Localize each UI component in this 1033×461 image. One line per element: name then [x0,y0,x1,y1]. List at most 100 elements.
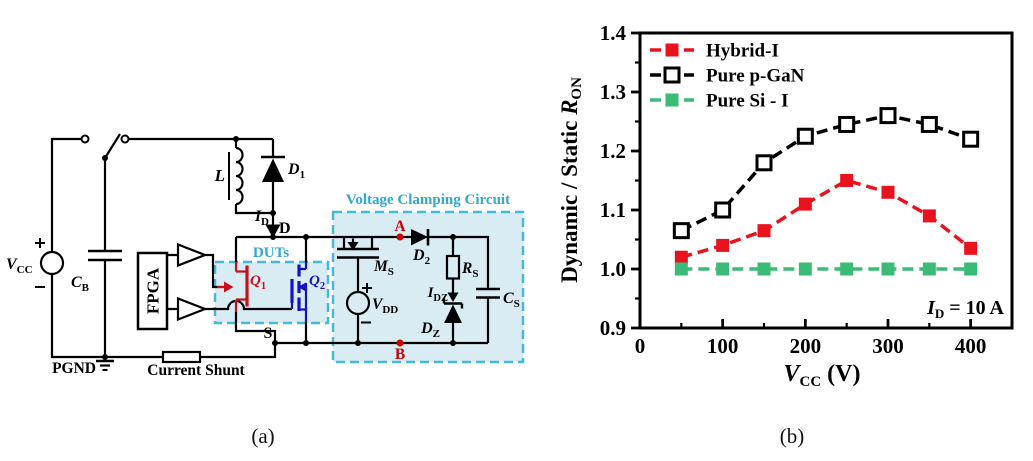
y-axis-title: Dynamic / Static RON [560,77,585,283]
legend-label-hybrid-i: Hybrid-I [706,41,779,62]
series-marker-hybrid-i [674,250,688,264]
y-tick-label: 1.3 [600,80,626,104]
junction-dots [102,136,456,360]
d1-label: D1 [287,161,305,181]
id-label: ID [254,208,269,228]
series-marker-pure-si-i [716,262,730,276]
wire-ms-stubs [342,237,374,249]
x-tick-label: 200 [790,334,822,358]
series-marker-hybrid-i [881,185,895,199]
vcc-source [35,238,65,288]
vdd-label: VDD [372,296,398,316]
l-label: L [214,166,225,185]
series-marker-pure-p-gan [920,115,938,133]
node-a-dot [396,233,404,241]
series-marker-pure-si-i [674,262,688,276]
series-marker-hybrid-i [922,209,936,223]
vdd-source [345,283,372,324]
node-d-label: D [279,220,291,237]
diode-d1 [261,155,285,182]
id-arrow [265,224,281,238]
duts-label: DUTs [253,245,289,261]
x-tick-label: 300 [872,334,904,358]
series-marker-pure-p-gan [838,115,856,133]
wire-d-rail [236,235,490,343]
transistor-ms [337,238,379,259]
y-tick-label: 1.0 [600,257,626,281]
capacitor-cb [88,249,122,262]
transistor-q2 [290,262,308,322]
series-marker-pure-p-gan [755,154,773,172]
buffer-top [176,242,209,268]
duts-box [213,260,330,325]
wire-gate-top [205,253,217,289]
switch-terminal-1 [80,134,90,144]
legend-marker-hybrid-i [665,43,679,57]
panel-b-caption: (b) [779,424,805,448]
wires [50,133,490,359]
idz-label: IDZ [427,285,448,304]
pgnd-label: PGND [52,360,96,377]
panel-a-caption: (a) [251,424,275,448]
node-b-dot [396,339,404,347]
x-axis-title: VCC (V) [783,361,860,390]
series-marker-pure-si-i [840,262,854,276]
legend-marker-pure-p-gan [663,66,681,84]
idz-arrow [447,292,459,302]
plus-sign [35,238,45,248]
series-marker-hybrid-i [798,197,812,211]
series-marker-pure-si-i [798,262,812,276]
y-tick-label: 0.9 [600,316,626,340]
series-marker-hybrid-i [716,238,730,252]
switch-terminal-2 [120,134,130,144]
q2-label: Q2 [309,273,325,292]
current-shunt-label: Current Shunt [147,362,245,379]
q1-label: Q1 [250,273,266,292]
x-tick-label: 400 [955,334,987,358]
y-tick-label: 1.1 [600,198,626,222]
series-line-hybrid-i [680,178,972,259]
series-marker-pure-si-i [881,262,895,276]
cb-label: CB [71,274,90,294]
cs-label: CS [503,290,520,310]
wire-shunt-to-s [200,343,277,359]
d2-label: D2 [412,247,431,267]
wire-vcc-bottom [50,274,163,359]
series-marker-pure-si-i [757,262,771,276]
fpga-label: FPGA [144,267,163,314]
transistor-q1 [217,262,249,312]
legend-marker-pure-si-i [665,93,679,107]
plot-frame [638,31,1014,330]
inductor-coil [235,146,244,206]
y-tick-label: 1.4 [600,21,627,45]
x-tick-label: 100 [707,334,739,358]
fpga-box [136,251,169,331]
node-a-label: A [394,218,406,235]
y-tick-label: 1.2 [600,139,626,163]
rs-label: RS [461,260,478,280]
wire-q1-source-tail [234,312,277,343]
resistor-rs [445,254,461,280]
ms-label: MS [373,258,394,278]
plus-sign [362,283,372,293]
series-marker-pure-p-gan [962,130,980,148]
node-s-label: S [264,325,273,342]
series-marker-pure-si-i [922,262,936,276]
node-b-label: B [395,346,405,363]
diode-d2 [411,229,430,246]
x-tick-label: 0 [635,334,646,358]
zener-dz [442,298,464,323]
series-marker-hybrid-i [757,224,771,238]
current-shunt-resistor [161,350,202,364]
switch-blade [104,133,121,159]
circuit-diagram: VCC CB PGND Current Shunt FPGA L D1 ID D… [6,133,525,379]
series-marker-pure-p-gan [672,222,690,240]
series-marker-hybrid-i [840,174,854,187]
legend-label-pure-si-i: Pure Si - I [706,91,789,112]
legend-label-pure-p-gan: Pure p-GaN [706,66,805,87]
series-marker-hybrid-i [964,241,978,255]
ron-vs-vcc-chart: 0 100 200 300 400 0.9 1.0 1.1 1.2 1.3 1.4 Hybrid-I P… [560,21,1014,390]
series-marker-pure-p-gan [879,107,897,125]
vcc-label: VCC [6,256,33,276]
